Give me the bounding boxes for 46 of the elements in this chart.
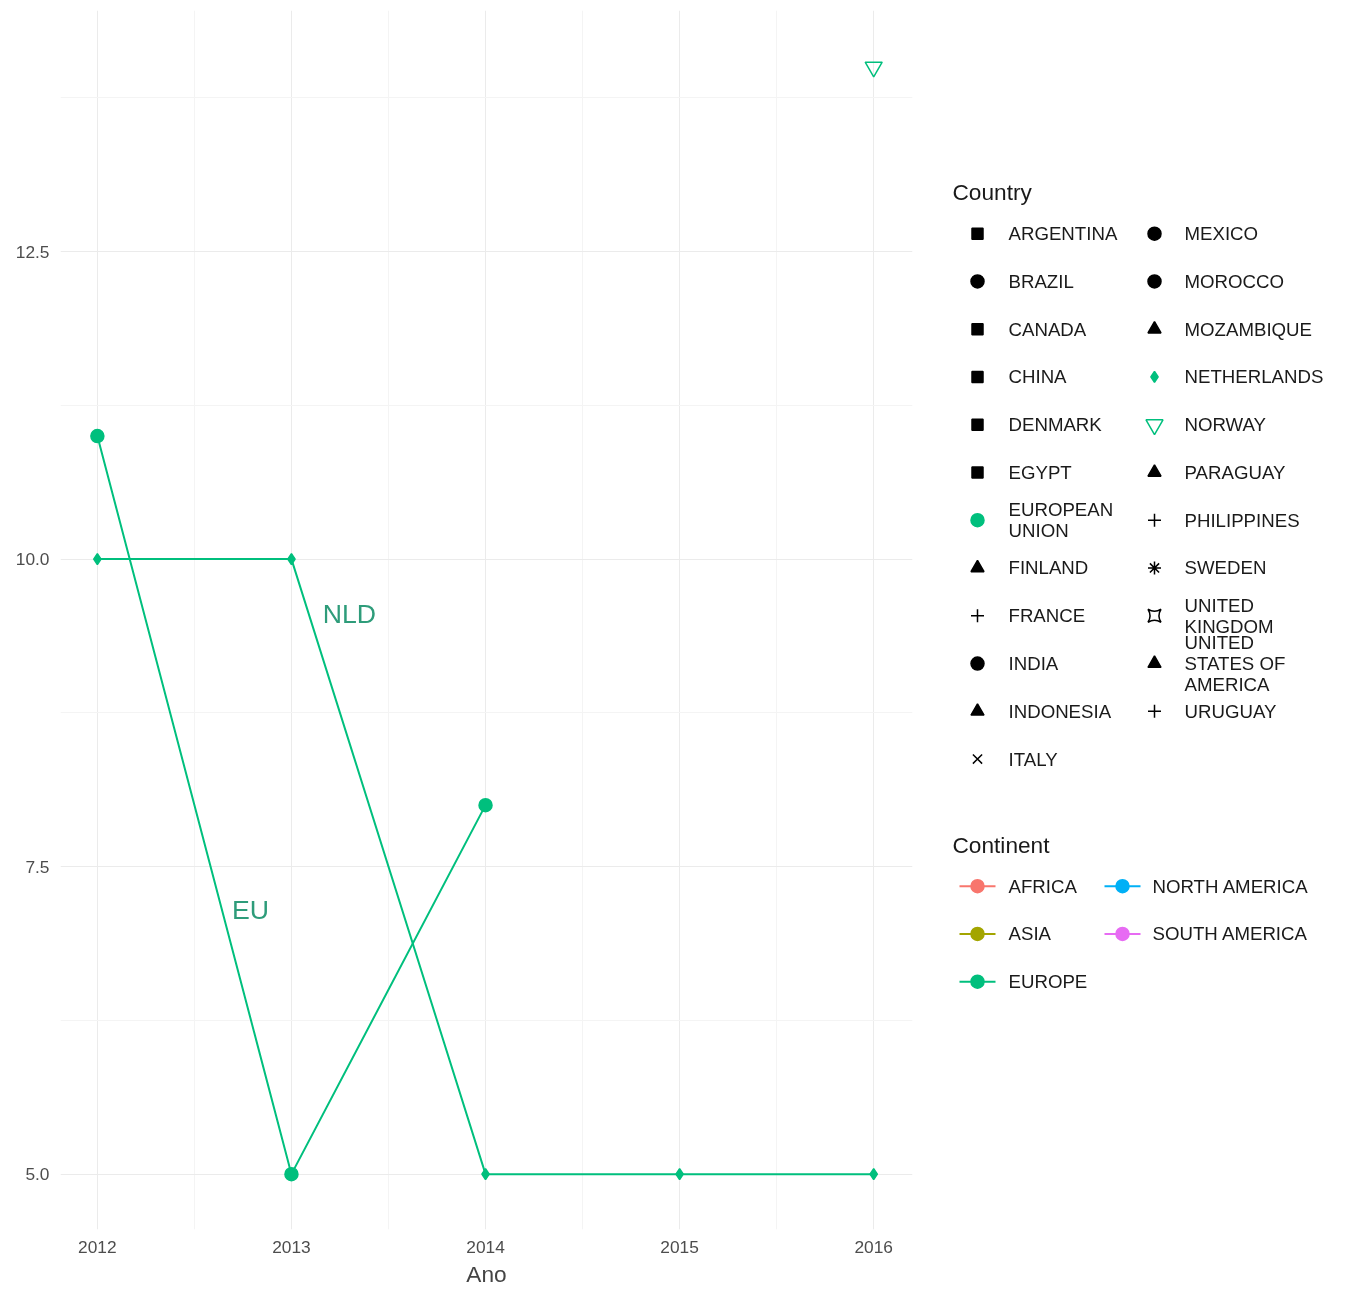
legend-label: MOROCCO — [1184, 270, 1284, 292]
annotation: EU — [231, 895, 270, 926]
legend-label: PHILIPPINES — [1184, 509, 1300, 531]
legend-label: DENMARK — [1008, 414, 1103, 436]
y-tick-label: 10.0 — [15, 549, 50, 570]
legend-label: URUGUAY — [1184, 700, 1277, 722]
legend-label: EUROPE — [1008, 971, 1088, 993]
legend-label: MOZAMBIQUE — [1184, 318, 1312, 340]
legend-label: SWEDEN — [1184, 557, 1267, 579]
point — [92, 552, 102, 566]
legend-label: ASIA — [1008, 923, 1052, 945]
point — [284, 1166, 299, 1182]
legend-label: INDIA — [1008, 653, 1059, 674]
x-tick-label: 2013 — [272, 1236, 311, 1257]
legend-label: NETHERLANDS — [1184, 366, 1324, 388]
legend-label: ITALY — [1008, 748, 1059, 770]
legend-label: PARAGUAY — [1184, 461, 1286, 483]
point — [90, 428, 105, 444]
legend-label: MEXICO — [1184, 223, 1259, 245]
point — [478, 797, 493, 813]
legend-label: EGYPT — [1008, 461, 1072, 483]
legend-label: NORTH AMERICA — [1152, 875, 1309, 897]
legend-label: INDONESIA — [1008, 700, 1112, 722]
x-axis-title: Ano — [466, 1260, 507, 1287]
y-tick-label: 5.0 — [25, 1164, 50, 1185]
x-tick-label: 2015 — [660, 1236, 699, 1257]
legend-label: ARGENTINA — [1008, 223, 1118, 245]
legend-label: CHINA — [1008, 366, 1068, 388]
legend-label: EUROPEAN UNION — [1008, 499, 1114, 542]
legend-label: NORWAY — [1184, 414, 1267, 436]
legend-label: FINLAND — [1008, 557, 1089, 579]
x-tick-label: 2014 — [466, 1236, 506, 1257]
legend-label: AFRICA — [1008, 875, 1078, 897]
annotation: NLD — [322, 598, 376, 629]
text: Country — [952, 179, 1032, 206]
legend-label: SOUTH AMERICA — [1152, 923, 1308, 945]
y-tick-label: 7.5 — [25, 856, 50, 877]
x-tick-label: 2016 — [854, 1236, 893, 1257]
legend-label: FRANCE — [1008, 605, 1086, 627]
point — [869, 1167, 879, 1181]
legend-label: BRAZIL — [1008, 270, 1074, 292]
legend-label: CANADA — [1008, 318, 1087, 340]
point — [675, 1167, 685, 1181]
text: Continent — [952, 831, 1050, 858]
y-tick-label: 12.5 — [15, 241, 50, 262]
x-tick-label: 2012 — [78, 1236, 117, 1257]
